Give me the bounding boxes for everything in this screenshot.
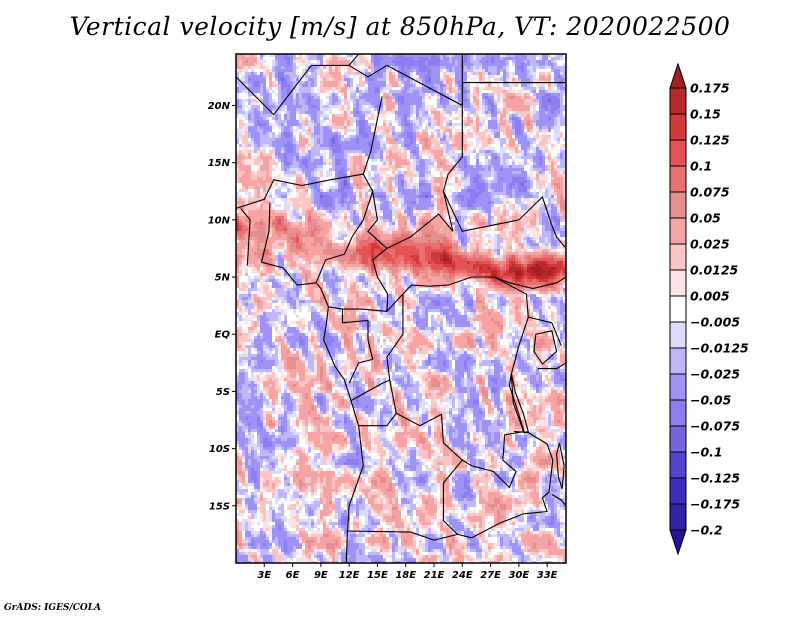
border-line (240, 208, 251, 266)
y-tick-label: 5N (215, 273, 231, 284)
colorbar-label: 0.005 (690, 289, 730, 304)
colorbar-label: −0.0125 (690, 341, 749, 356)
border-line (528, 316, 562, 346)
colorbar-label: 0.05 (690, 211, 721, 226)
colorbar-box (669, 347, 687, 375)
border-line (315, 191, 374, 284)
colorbar-label: 0.15 (690, 107, 721, 122)
colorbar-extend-bottom (669, 529, 687, 556)
x-tick-label: 30E (508, 570, 529, 581)
border-line (442, 191, 566, 249)
colorbar-label: −0.005 (690, 315, 740, 330)
colorbar-label: −0.1 (690, 445, 723, 460)
border-line (328, 247, 389, 312)
colorbar-box (669, 399, 687, 427)
border-line (386, 276, 529, 346)
y-tick-label: 20N (208, 101, 231, 112)
colorbar-label: −0.175 (690, 497, 740, 512)
colorbar-box (669, 269, 687, 297)
colorbar-box (669, 295, 687, 323)
colorbar-label: −0.075 (690, 419, 740, 434)
colorbar-label: −0.125 (690, 471, 740, 486)
country-borders (236, 54, 566, 563)
lake-victoria (533, 330, 558, 365)
x-tick-label: 12E (339, 570, 360, 581)
colorbar-label: 0.1 (690, 159, 712, 174)
colorbar-label: 0.025 (690, 237, 730, 252)
colorbar-box (669, 243, 687, 271)
colorbar-box (669, 87, 687, 115)
border-line (537, 362, 566, 370)
colorbar-box (669, 165, 687, 193)
y-tick-label: 15N (208, 158, 231, 169)
border-line (471, 430, 554, 539)
colorbar-box (669, 139, 687, 167)
colorbar-box (669, 503, 687, 531)
grads-credit: GrADS: IGES/COLA (4, 603, 102, 613)
y-tick-label: 15S (209, 501, 230, 512)
colorbar-label: −0.05 (690, 393, 732, 408)
border-line (348, 54, 360, 66)
y-tick-label: EQ (215, 330, 231, 341)
x-tick-label: 6E (286, 570, 300, 581)
border-line (551, 493, 566, 507)
border-line (362, 96, 454, 250)
colorbar-box (669, 477, 687, 505)
y-axis: 20N 15N 10N 5N EQ 5S 10S 15S (208, 101, 236, 512)
x-tick-label: 18E (395, 570, 416, 581)
colorbar-label: 0.175 (690, 81, 730, 96)
x-tick-label: 27E (480, 570, 501, 581)
border-line (350, 294, 404, 402)
colorbar-box (669, 451, 687, 479)
y-tick-label: 10S (209, 444, 230, 455)
x-axis: 3E 6E 9E 12E 15E 18E 21E 24E 27E 30E 33E (257, 563, 558, 581)
border-line (494, 276, 566, 290)
vertical-velocity-field (236, 54, 566, 563)
x-tick-label: 33E (537, 570, 558, 581)
border-line (341, 309, 374, 384)
y-tick-label: 10N (208, 215, 231, 226)
border-line (236, 173, 364, 209)
border-line (236, 64, 463, 232)
border-line (462, 345, 525, 489)
colorbar-box (669, 191, 687, 219)
colorbar-label: 0.075 (690, 185, 730, 200)
y-tick-label: 5S (216, 387, 230, 398)
colorbar-box (669, 425, 687, 453)
border-line (260, 202, 271, 263)
lake-tanganyika (508, 373, 529, 434)
colorbar-box (669, 113, 687, 141)
chart-title: Vertical velocity [m/s] at 850hPa, VT: 2… (69, 12, 731, 41)
border-line (358, 412, 397, 427)
colorbar-box (669, 321, 687, 349)
colorbar-box (669, 373, 687, 401)
plot-frame (235, 53, 567, 564)
colorbar-label: 0.125 (690, 133, 730, 148)
colorbar-extend-top (669, 62, 687, 89)
colorbar-label: −0.025 (690, 367, 740, 382)
colorbar-box (669, 217, 687, 245)
colorbar-label: −0.2 (690, 523, 723, 538)
border-line (389, 379, 464, 535)
x-tick-label: 24E (452, 570, 473, 581)
border-line (346, 530, 472, 541)
colorbar-label: 0.0125 (690, 263, 739, 278)
border-line (261, 261, 364, 563)
x-tick-label: 21E (424, 570, 445, 581)
x-tick-label: 15E (367, 570, 388, 581)
colorbar: 0.175 0.15 0.125 0.1 0.075 0.05 0.025 0.0125 0.0… (669, 62, 749, 556)
lake-malawi (556, 442, 565, 489)
x-tick-label: 3E (257, 570, 271, 581)
x-tick-label: 9E (314, 570, 328, 581)
